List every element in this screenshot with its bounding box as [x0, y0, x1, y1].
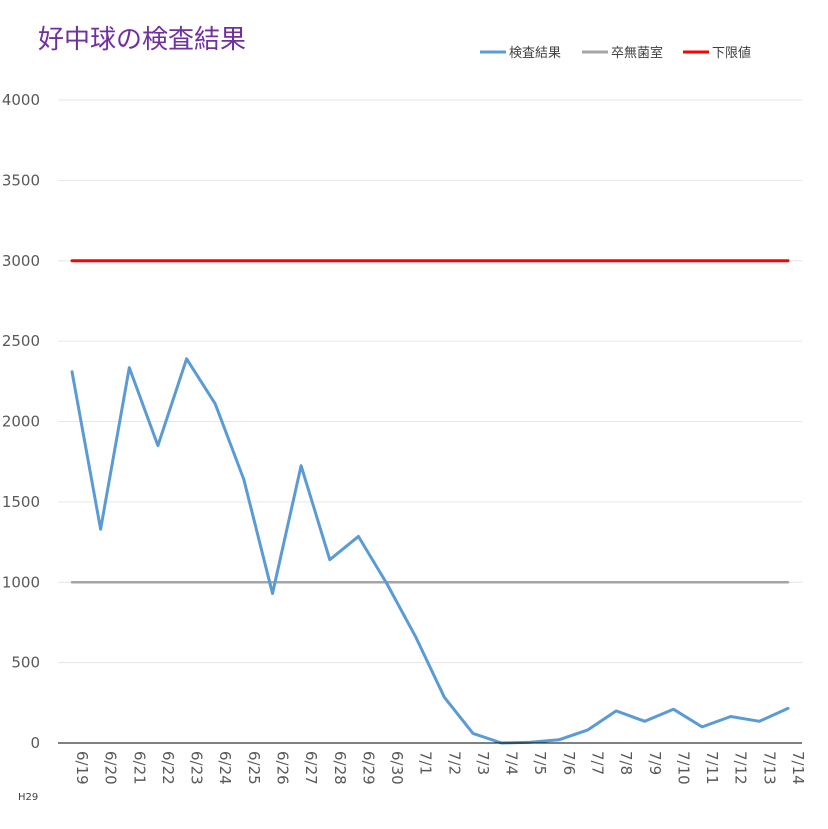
- y-tick-label: 0: [30, 734, 40, 752]
- x-tick-label: 7/11: [703, 751, 721, 785]
- y-tick-label: 4000: [2, 91, 40, 109]
- chart-title: 好中球の検査結果: [38, 25, 246, 55]
- x-tick-label: 6/23: [188, 751, 206, 785]
- series-line-1: [70, 357, 790, 745]
- legend-label: 卒無菌室: [611, 45, 663, 61]
- x-tick-label: 6/29: [359, 751, 377, 785]
- y-tick-label: 3000: [2, 252, 40, 270]
- x-axis-ticks: 6/19 6/20 6/21 6/22 6/23 6/24 6/25 6/26 6/27 6/28…: [73, 751, 807, 785]
- y-tick-label: 2000: [2, 413, 40, 431]
- y-tick-label: 500: [11, 654, 40, 672]
- series-lines: [70, 259, 790, 745]
- x-tick-label: 6/26: [273, 751, 291, 785]
- x-tick-label: 7/1: [417, 751, 435, 775]
- x-tick-label: 7/6: [560, 751, 578, 775]
- x-tick-label: 7/4: [503, 751, 521, 775]
- x-tick-label: 7/5: [531, 751, 549, 775]
- x-tick-label: 7/10: [674, 751, 692, 785]
- legend: 検査結果 卒無菌室 下限値: [480, 45, 751, 61]
- x-tick-label: 7/7: [589, 751, 607, 775]
- x-tick-label: 7/2: [445, 751, 463, 775]
- footnote: H29: [18, 792, 38, 803]
- x-tick-label: 7/8: [617, 751, 635, 775]
- x-tick-label: 6/22: [159, 751, 177, 785]
- x-tick-label: 6/24: [216, 751, 234, 785]
- x-tick-label: 6/20: [102, 751, 120, 785]
- x-tick-label: 6/28: [331, 751, 349, 785]
- x-tick-label: 7/12: [732, 751, 750, 785]
- y-tick-label: 1500: [2, 493, 40, 511]
- x-tick-label: 7/9: [646, 751, 664, 775]
- x-tick-label: 6/30: [388, 751, 406, 785]
- legend-label: 検査結果: [509, 46, 561, 61]
- x-tick-label: 6/27: [302, 751, 320, 785]
- x-tick-label: 7/3: [474, 751, 492, 775]
- x-tick-label: 7/14: [789, 751, 807, 785]
- y-tick-label: 3500: [2, 171, 40, 189]
- x-tick-label: 6/25: [245, 751, 263, 785]
- x-tick-label: 7/13: [760, 751, 778, 785]
- y-tick-label: 1000: [2, 573, 40, 591]
- x-tick-label: 6/19: [73, 751, 91, 785]
- x-tick-label: 6/21: [130, 751, 148, 785]
- gridlines: [58, 99, 802, 664]
- legend-label: 下限値: [712, 45, 751, 61]
- y-axis-ticks: 0 500 1000 1500 2000 2500 3000 3500 4000: [2, 91, 40, 752]
- y-tick-label: 2500: [2, 332, 40, 350]
